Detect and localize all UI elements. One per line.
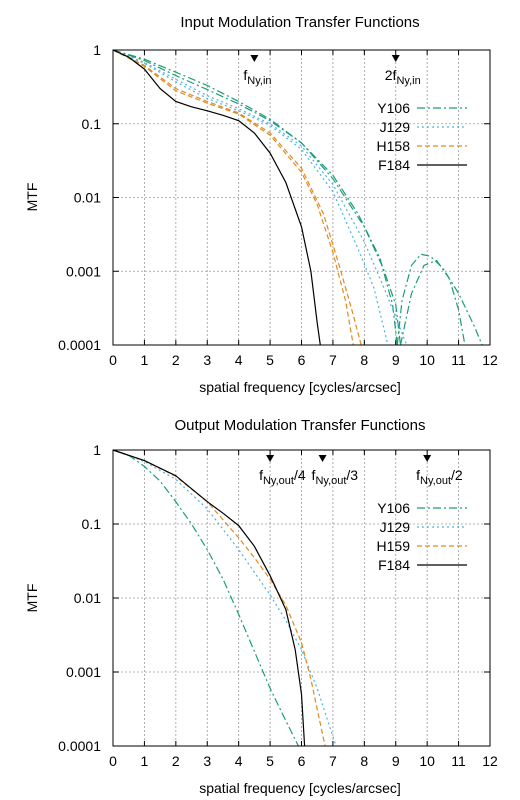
marker-label-subscript: Ny,out [315, 475, 346, 487]
series-lines [112, 49, 483, 346]
x-tick-label: 5 [266, 352, 274, 368]
legend-label: J129 [380, 119, 411, 135]
marker-label-main: f [416, 467, 420, 483]
series-line-f184 [112, 449, 306, 747]
x-tick-label: 7 [329, 352, 337, 368]
marker-label-subscript: Ny,out [263, 475, 294, 487]
y-axis-label: MTF [24, 183, 40, 212]
chart-title: Input Modulation Transfer Functions [180, 14, 419, 31]
x-tick-label: 1 [141, 753, 149, 769]
marker-triangle-icon [266, 455, 275, 462]
series-line-j129 [112, 49, 408, 346]
y-tick-label: 0.1 [82, 116, 102, 132]
plot-frame [112, 449, 491, 747]
x-tick-label: 2 [172, 352, 180, 368]
series-line-h159 [112, 449, 326, 747]
series-line-h158 [112, 49, 354, 346]
marker-label-suffix: /2 [451, 467, 463, 483]
plot-frame [112, 49, 491, 346]
legend-label: Y106 [377, 500, 410, 516]
y-tick-label: 0.1 [82, 516, 102, 532]
legend-label: F184 [378, 157, 410, 173]
x-tick-label: 10 [419, 352, 435, 368]
series-line-y106 [396, 253, 483, 346]
marker-label-subscript: Ny,in [396, 75, 420, 87]
x-tick-label: 3 [203, 753, 211, 769]
frequency-markers: fNy,out/4 fNy,out/3 fNy,out/2 [259, 455, 463, 487]
chart-title: Output Modulation Transfer Functions [175, 417, 426, 434]
x-tick-label: 8 [360, 352, 368, 368]
x-tick-label: 0 [109, 352, 117, 368]
x-tick-label: 1 [141, 352, 149, 368]
x-tick-label: 6 [298, 753, 306, 769]
x-tick-label: 5 [266, 753, 274, 769]
marker-triangle-icon [423, 455, 432, 462]
legend-label: Y106 [377, 100, 410, 116]
x-tick-label: 2 [172, 753, 180, 769]
marker-label: 2fNy,in [385, 67, 421, 87]
y-tick-label: 0.01 [74, 190, 101, 206]
legend: Y106 J129 H159 F184 [377, 500, 467, 573]
x-tick-label: 0 [109, 753, 117, 769]
legend: Y106 J129 H158 F184 [377, 100, 467, 173]
marker-label-main: f [243, 67, 247, 83]
legend-label: H159 [377, 538, 411, 554]
marker-label: fNy,out/4 [259, 467, 306, 487]
marker-label-suffix: /4 [294, 467, 306, 483]
series-line-y106 [112, 49, 402, 346]
x-axis-label: spatial frequency [cycles/arcsec] [199, 780, 401, 796]
marker-label: fNy,in [243, 67, 271, 87]
x-tick-label: 4 [235, 753, 243, 769]
grid [113, 450, 490, 746]
series-line-f184 [112, 49, 321, 346]
x-tick-label: 12 [482, 753, 498, 769]
legend-label: J129 [380, 519, 411, 535]
y-tick-label: 0.001 [66, 664, 101, 680]
series-line-y106 [399, 259, 466, 346]
x-tick-label: 12 [482, 352, 498, 368]
x-tick-label: 11 [451, 352, 466, 368]
x-tick-label: 11 [451, 753, 466, 769]
y-tick-label: 1 [93, 442, 101, 458]
x-tick-label: 7 [329, 753, 337, 769]
legend-label: F184 [378, 557, 410, 573]
output-mtf-chart: Output Modulation Transfer Functions MTF… [24, 417, 498, 796]
legend-label: H158 [377, 138, 411, 154]
marker-label-subscript: Ny,out [420, 475, 451, 487]
marker-label-main: f [312, 467, 316, 483]
x-tick-label: 6 [298, 352, 306, 368]
x-tick-label: 4 [235, 352, 243, 368]
y-tick-label: 0.0001 [58, 738, 101, 754]
grid [113, 50, 490, 345]
marker-triangle-icon [318, 455, 327, 462]
marker-label-subscript: Ny,in [247, 75, 271, 87]
x-tick-label: 8 [360, 753, 368, 769]
x-tick-label: 9 [392, 352, 400, 368]
marker-label-main: 2f [385, 67, 397, 83]
series-lines [112, 449, 337, 747]
series-line-y106 [112, 449, 299, 747]
y-tick-label: 1 [93, 42, 101, 58]
y-tick-label: 0.001 [66, 263, 101, 279]
marker-triangle-icon [250, 55, 259, 62]
x-tick-label: 10 [419, 753, 435, 769]
series-line-h158 [112, 49, 362, 346]
x-axis-label: spatial frequency [cycles/arcsec] [199, 379, 401, 395]
x-tick-label: 3 [203, 352, 211, 368]
y-axis-label: MTF [24, 584, 40, 613]
input-mtf-chart: Input Modulation Transfer Functions MTF … [24, 14, 498, 395]
marker-label-main: f [259, 467, 263, 483]
frequency-markers: fNy,in 2fNy,in [243, 55, 421, 87]
x-tick-label: 9 [392, 753, 400, 769]
marker-label-suffix: /3 [346, 467, 358, 483]
y-tick-label: 0.0001 [58, 337, 101, 353]
marker-label: fNy,out/2 [416, 467, 463, 487]
marker-triangle-icon [391, 55, 400, 62]
y-tick-label: 0.01 [74, 590, 101, 606]
marker-label: fNy,out/3 [312, 467, 359, 487]
